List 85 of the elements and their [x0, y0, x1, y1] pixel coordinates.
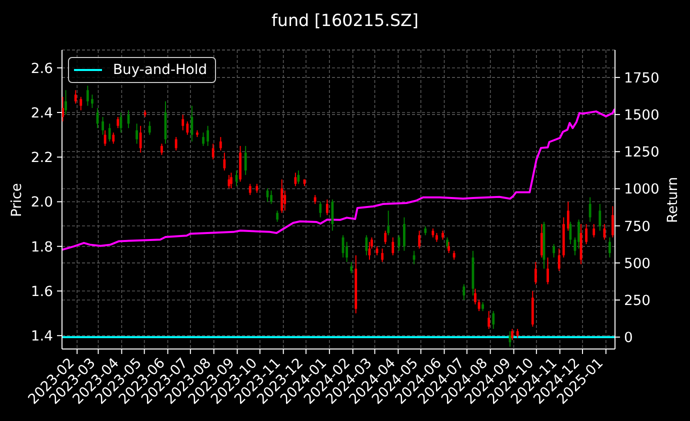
candlestick [139, 125, 142, 154]
candlestick [64, 90, 67, 116]
candlestick [190, 105, 194, 142]
y2-tick-label: 1500 [624, 107, 660, 124]
candlestick [350, 261, 353, 274]
candlestick [74, 90, 77, 104]
candlestick [294, 172, 297, 187]
y2-tick-label: 1000 [624, 182, 660, 198]
candlestick [102, 116, 104, 136]
candlestick [319, 201, 322, 218]
candlestick [108, 123, 111, 142]
candlestick [558, 248, 560, 272]
line-series [62, 108, 615, 251]
candlestick [276, 210, 279, 222]
candlestick [403, 216, 406, 252]
candlestick [566, 201, 570, 232]
candlestick [588, 196, 592, 222]
candlestick [511, 328, 514, 341]
candlestick [186, 120, 189, 136]
y2-tick-label: 1750 [624, 70, 660, 86]
y2-tick-label: 750 [624, 218, 651, 235]
candlestick [148, 120, 151, 136]
candlestick [270, 190, 272, 204]
candlestick [244, 145, 247, 176]
y2-tick-label: 0 [624, 330, 633, 346]
y-tick-label: 2.0 [30, 194, 53, 211]
candlestick [160, 143, 163, 156]
candlestick [174, 136, 178, 151]
candlestick [284, 190, 286, 212]
candlestick [612, 206, 614, 238]
candlestick [592, 224, 596, 238]
candlestick [534, 261, 537, 285]
candlestick [552, 244, 556, 258]
candlestick [202, 132, 204, 146]
candlestick [488, 310, 490, 330]
candlestick [182, 114, 184, 131]
candlestick [474, 288, 476, 305]
y-tick-label: 2.6 [30, 60, 53, 77]
candlestick [346, 241, 348, 262]
candlestick [206, 125, 210, 146]
legend-label: Buy-and-Hold [113, 61, 208, 79]
y-tick-label: 2.4 [30, 105, 54, 122]
candlestick [381, 248, 384, 262]
candlestick [326, 199, 328, 216]
candlestick [598, 203, 602, 232]
candlestick [387, 210, 390, 236]
candlestick [603, 224, 606, 240]
candlestick [392, 236, 394, 256]
y-tick-label: 1.8 [30, 239, 53, 256]
candlestick [248, 183, 252, 196]
candlestick [446, 236, 448, 250]
candlestick [569, 221, 572, 245]
candlestick [384, 230, 387, 245]
candlestick [608, 236, 611, 258]
y2-tick-label: 250 [624, 292, 651, 309]
candlestick [462, 284, 466, 300]
y-axis-title: Price [9, 182, 25, 216]
candlestick [62, 96, 64, 122]
candlestick [230, 172, 232, 189]
candlestick [280, 178, 284, 214]
candlestick [492, 310, 495, 330]
candlestick [585, 224, 588, 245]
candlestick [212, 143, 214, 160]
candlestick [116, 116, 120, 129]
y-tick-label: 1.4 [30, 328, 54, 345]
candlestick [578, 219, 580, 250]
candlestick [398, 234, 400, 252]
y2-tick-label: 500 [624, 256, 651, 272]
candlestick [86, 85, 89, 106]
candlestick [136, 123, 138, 144]
candlestick [120, 112, 122, 134]
y2-axis-title: Return [664, 176, 680, 223]
candlestick [546, 257, 549, 285]
candlestick [91, 94, 94, 109]
candlestick [112, 132, 115, 144]
candlestick [104, 130, 106, 146]
candlestick [418, 230, 421, 250]
y2-tick-label: 1250 [624, 144, 660, 161]
y-tick-label: 1.6 [30, 284, 53, 300]
y-tick-label: 2.2 [30, 150, 53, 166]
candlestick [219, 136, 222, 151]
candlestick [223, 152, 226, 171]
candlestick [80, 96, 82, 111]
candlestick [540, 224, 543, 258]
chart-title: fund [160215.SZ] [270, 9, 420, 31]
